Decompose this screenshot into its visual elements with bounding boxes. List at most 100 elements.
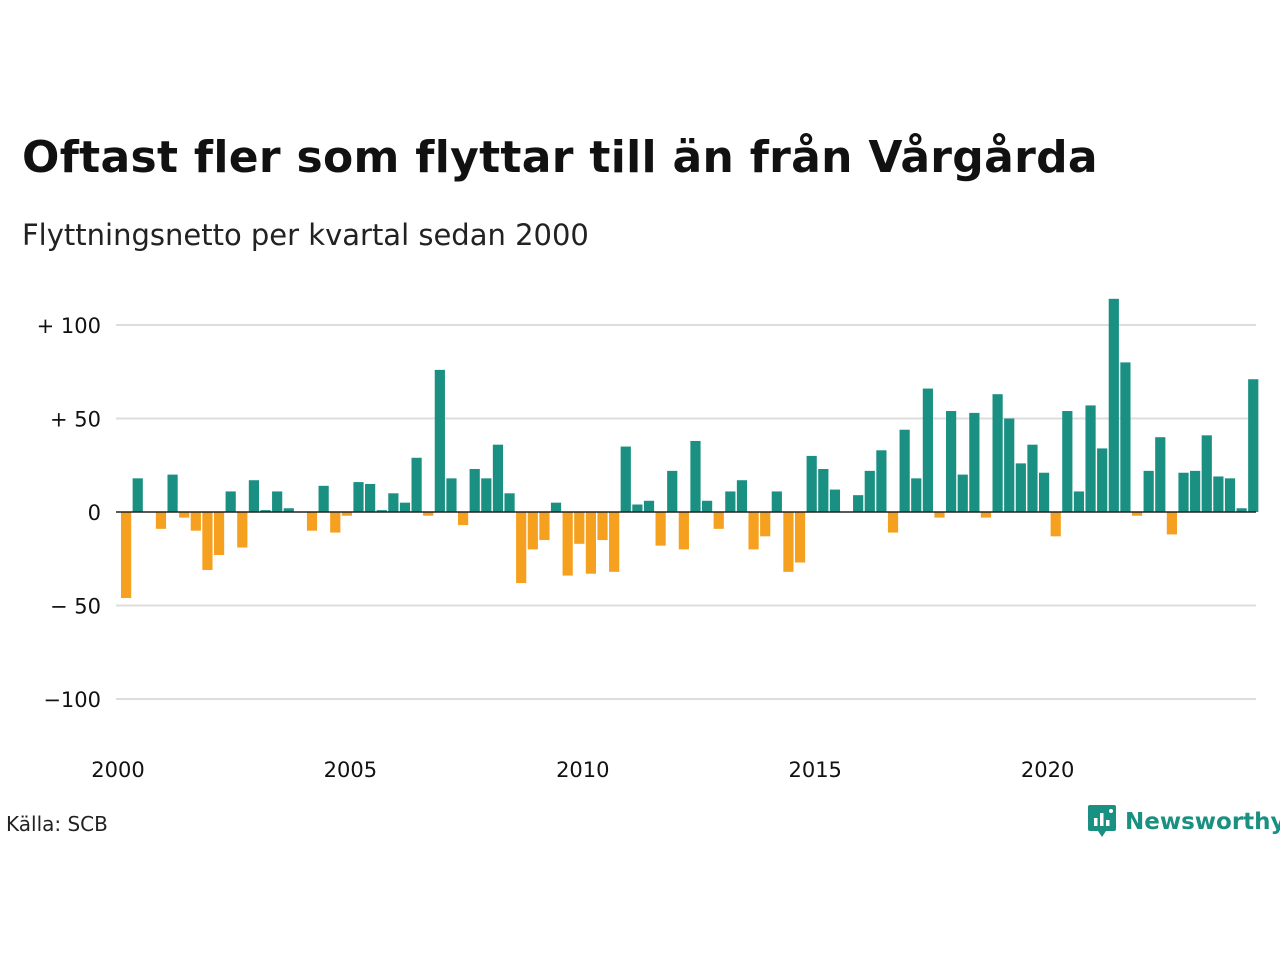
bar [876,450,887,512]
x-tick-label: 2005 [324,758,377,782]
bar [946,411,957,512]
bar [539,512,550,541]
bar [376,510,387,512]
bar [1190,470,1201,512]
bar [992,394,1003,512]
bar [632,504,643,512]
chart-subtitle: Flyttningsnetto per kvartal sedan 2000 [22,218,589,252]
bar [864,470,875,512]
bar [1073,491,1085,512]
bar [783,512,794,572]
bar [911,478,922,512]
y-tick-label: + 50 [50,408,101,432]
bar [1027,444,1038,512]
bar [957,474,968,512]
chart-title: Oftast fler som flyttar till än från Vår… [22,132,1098,183]
bar [853,495,864,512]
x-tick-label: 2020 [1021,758,1074,782]
bar [388,493,399,512]
brand-name: Newsworthy [1125,809,1280,835]
y-tick-label: 0 [88,501,101,525]
newsworthy-logo: Newsworthy [1087,804,1280,840]
y-tick-label: −100 [43,688,101,712]
x-tick-label: 2000 [91,758,144,782]
bar [1108,298,1119,512]
bar [794,512,806,563]
bar [620,446,631,512]
bar [423,512,434,516]
bar [829,489,841,512]
bar [213,512,225,556]
bar [1143,470,1154,512]
bar [155,512,167,529]
bar [678,512,689,550]
bar [1131,512,1143,516]
bar [318,485,329,512]
bar [748,512,759,550]
bar [1038,472,1050,512]
bar [1085,405,1096,512]
bar [1224,478,1236,512]
bar [527,512,538,550]
bar [365,483,376,512]
bar [1178,472,1189,512]
bar [190,512,201,531]
bar [655,512,666,546]
bar [922,388,933,512]
bar [1050,512,1061,537]
bar [899,429,910,512]
newsworthy-logo-icon [1088,805,1116,837]
bar [969,412,980,512]
bar [550,502,562,512]
bar [202,512,213,570]
bar [574,512,585,544]
source-note: Källa: SCB [6,812,108,836]
x-axis-ticks: 2000 2005 2010 2015 2020 [91,758,1074,782]
bar [562,512,573,576]
bar [980,512,992,518]
bar [248,480,260,512]
bar [272,491,283,512]
bar [1062,411,1073,512]
bar-chart: + 100 + 50 0 − 50 −100 2000 2005 2010 2015 2020 [37,298,1259,782]
bar [806,455,817,512]
bar [283,508,294,512]
bar [341,512,352,516]
bar [702,500,713,512]
y-tick-label: + 100 [37,314,101,338]
bars [121,298,1259,599]
bar [1097,448,1108,512]
bar [399,502,411,512]
bar [760,512,771,537]
bar [167,474,178,512]
bar [457,512,469,526]
bar [771,491,782,512]
bar [1201,435,1212,512]
bar [1015,463,1026,512]
bar [121,512,132,599]
bar [1166,512,1177,535]
bar [179,512,190,518]
bar [225,491,236,512]
bar [667,470,678,512]
bar [504,493,515,512]
bar [446,478,457,512]
bar [469,468,480,512]
bar [434,369,445,512]
bar [353,482,364,512]
x-tick-label: 2010 [556,758,609,782]
bar [690,440,701,512]
x-tick-label: 2015 [788,758,841,782]
bar [736,480,748,512]
bar [818,468,829,512]
bar [585,512,596,574]
bar [597,512,608,541]
y-tick-label: − 50 [50,595,101,619]
bar [411,457,422,512]
bar [330,512,341,533]
bar [934,512,945,518]
bar [887,512,899,533]
bar [1004,418,1015,512]
bar [1248,379,1259,512]
bar [643,500,655,512]
